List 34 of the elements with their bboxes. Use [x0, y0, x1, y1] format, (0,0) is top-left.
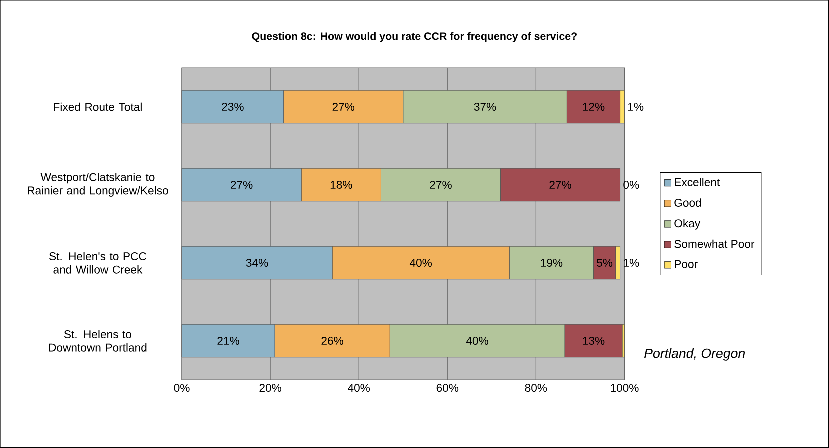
data-label: 27%	[332, 103, 355, 111]
legend-label: Somewhat Poor	[674, 240, 755, 248]
legend-label: Poor	[675, 260, 698, 268]
data-label: 40%	[410, 259, 432, 268]
data-label: 12%	[583, 103, 605, 111]
data-label: 34%	[246, 259, 268, 268]
legend-label: Okay	[674, 219, 701, 230]
data-label: 40%	[466, 337, 488, 346]
data-label: 27%	[231, 181, 253, 189]
text: Portland, Oregon	[644, 348, 746, 361]
data-label: 5%	[597, 259, 613, 267]
chart-title: Question 8c: How would you rate CCR for frequency of service?	[252, 32, 577, 42]
data-label: 19%	[541, 259, 563, 268]
x-tick-label: 0%	[174, 384, 190, 392]
data-label: 13%	[583, 337, 605, 346]
legend-label: Good	[674, 198, 702, 207]
data-label: 23%	[222, 102, 244, 112]
data-label: 27%	[550, 181, 572, 189]
y-tick-label: St. Helen's to PCC and Willow Creek	[50, 252, 146, 274]
data-label: 1%	[628, 103, 644, 111]
data-label: 37%	[474, 102, 496, 112]
x-tick-label: 100%	[611, 384, 639, 392]
data-label: 21%	[218, 337, 240, 345]
y-tick-label: Westport/Clatskanie to Rainier and Longview/Kelso	[28, 173, 168, 197]
y-tick-label: Fixed Route Total	[54, 102, 142, 112]
data-label: 26%	[322, 337, 344, 346]
x-tick-label: 20%	[260, 384, 282, 392]
x-tick-label: 40%	[348, 384, 370, 392]
x-tick-label: 80%	[525, 384, 548, 392]
data-label: 18%	[330, 181, 352, 190]
data-label: 27%	[430, 181, 452, 189]
legend-label: Excellent	[675, 178, 720, 186]
x-tick-label: 60%	[436, 384, 459, 392]
y-tick-label: St. Helens to Downtown Portland	[49, 330, 147, 352]
